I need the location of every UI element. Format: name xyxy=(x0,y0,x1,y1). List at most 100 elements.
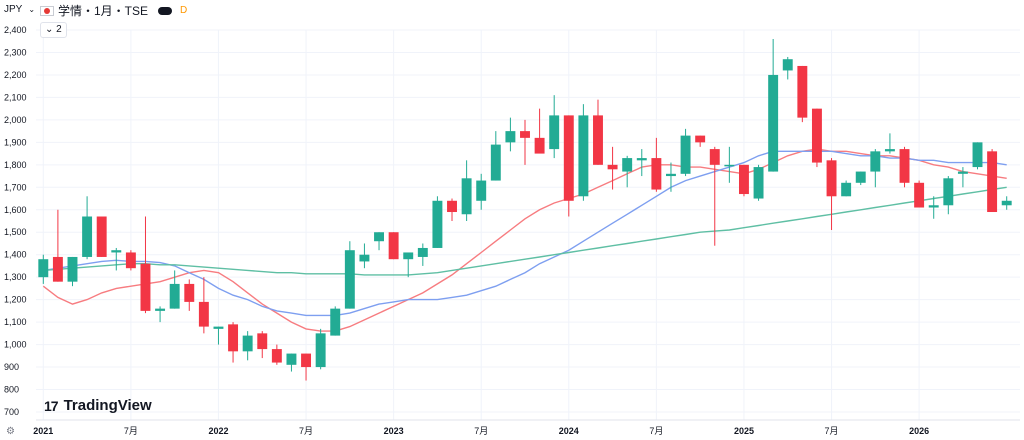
symbol-legend[interactable]: 学情・1月・TSE D xyxy=(40,2,187,19)
candle-body xyxy=(374,232,384,242)
candle-body xyxy=(38,259,49,278)
candle-body xyxy=(651,158,662,190)
symbol-title: 学情・1月・TSE xyxy=(58,4,149,18)
candle-body xyxy=(695,135,706,143)
candle-body xyxy=(271,349,282,363)
candle-body xyxy=(67,256,78,282)
tradingview-logo-icon: 17 xyxy=(44,397,59,414)
candle-body xyxy=(505,131,516,143)
candle-body xyxy=(607,164,618,170)
candle-body xyxy=(957,171,968,174)
candle-body xyxy=(768,74,779,172)
candle-body xyxy=(403,252,414,260)
candle-body xyxy=(870,151,881,172)
candle-body xyxy=(899,149,910,183)
candle-body xyxy=(622,158,633,172)
candle xyxy=(198,277,209,334)
candle xyxy=(417,243,428,266)
candle xyxy=(82,196,93,260)
candle-body xyxy=(155,308,166,311)
candle-body xyxy=(534,137,545,154)
candle-body xyxy=(242,335,253,352)
candle xyxy=(271,344,282,365)
candle-body xyxy=(140,263,151,311)
price-tick-label: 800 xyxy=(4,385,19,395)
candle-body xyxy=(96,216,107,257)
candle-body xyxy=(257,333,268,350)
candle xyxy=(753,164,764,201)
candle xyxy=(388,232,399,260)
candle-body xyxy=(228,324,239,352)
time-tick-label: 2024 xyxy=(559,426,579,436)
price-axis[interactable]: 700 800 900 1,000 1,100 1,200 1,300 1,400 1,500 1… xyxy=(4,25,27,417)
time-axis[interactable]: 2021 7月 2022 7月 2023 7月 2024 7月 2025 7月 2026 xyxy=(33,419,1020,436)
price-tick-label: 900 xyxy=(4,362,19,372)
candle xyxy=(330,306,341,336)
candle-body xyxy=(943,178,954,206)
price-tick-label: 1,200 xyxy=(4,295,27,305)
candle xyxy=(111,247,122,271)
candle-body xyxy=(593,115,603,165)
currency-selector[interactable]: JPY ⌄ xyxy=(4,4,35,15)
candle-body xyxy=(782,59,793,71)
candle xyxy=(534,108,545,154)
price-tick-label: 1,400 xyxy=(4,250,27,260)
candle xyxy=(811,108,822,168)
grid-lines xyxy=(36,29,1020,420)
candle xyxy=(315,328,326,370)
candle xyxy=(651,137,662,192)
candle xyxy=(768,38,779,172)
visibility-toggle[interactable] xyxy=(158,6,173,15)
candle xyxy=(505,117,516,152)
indicators-toggle[interactable]: ⌄ 2 xyxy=(40,22,67,38)
candle xyxy=(957,167,968,188)
candle xyxy=(213,326,224,345)
candle xyxy=(899,146,910,188)
candle xyxy=(738,164,749,197)
candle-body xyxy=(169,283,180,309)
candle xyxy=(578,104,589,201)
settings-icon[interactable]: ⚙ xyxy=(6,426,15,437)
candle xyxy=(301,353,312,381)
candle xyxy=(1001,196,1012,210)
time-tick-label: 7月 xyxy=(474,426,488,436)
candle xyxy=(520,119,530,165)
candle xyxy=(695,135,706,147)
candle xyxy=(870,149,881,188)
price-tick-label: 1,800 xyxy=(4,160,27,170)
candle xyxy=(257,331,268,359)
candle-body xyxy=(797,65,808,118)
candle xyxy=(636,149,647,177)
currency-label: JPY xyxy=(4,4,23,15)
candle-body xyxy=(724,164,735,167)
brand-name: TradingView xyxy=(63,397,152,414)
candle-body xyxy=(213,326,224,329)
candle-body xyxy=(666,173,676,177)
candle xyxy=(140,216,151,314)
chevron-down-icon: ⌄ xyxy=(45,24,54,35)
candle xyxy=(884,133,895,154)
candle-body xyxy=(388,232,399,260)
candle-body xyxy=(344,250,355,309)
price-tick-label: 1,500 xyxy=(4,227,27,237)
price-tick-label: 700 xyxy=(4,407,19,417)
candle xyxy=(987,149,998,213)
candle-body xyxy=(738,164,749,195)
candle xyxy=(490,131,501,181)
time-tick-label: 7月 xyxy=(299,426,313,436)
candle xyxy=(943,176,954,215)
candle-body xyxy=(855,171,866,183)
candle-body xyxy=(315,333,326,368)
candle xyxy=(666,162,676,192)
tradingview-logo[interactable]: 17 TradingView xyxy=(44,397,152,414)
candle xyxy=(359,243,370,269)
candle xyxy=(96,216,107,257)
candle xyxy=(607,146,618,190)
candle-body xyxy=(753,167,764,199)
candle xyxy=(622,155,633,188)
candle xyxy=(928,196,939,219)
candle xyxy=(841,180,852,197)
candle-body xyxy=(198,301,209,327)
candle-body xyxy=(476,180,487,201)
